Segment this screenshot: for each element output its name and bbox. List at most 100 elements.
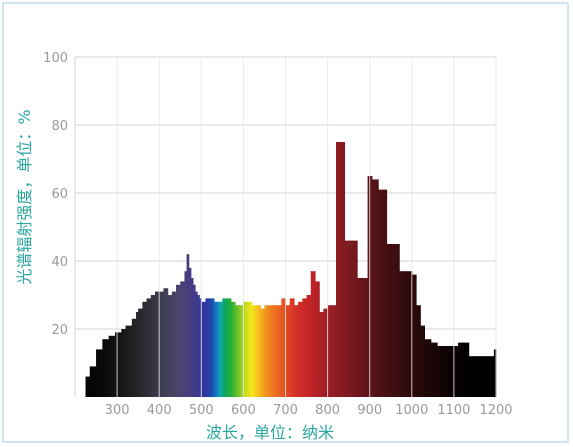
- spectrum-bar: [298, 301, 303, 397]
- spectrum-bar: [180, 281, 186, 397]
- spectrum-bar: [445, 346, 451, 397]
- spectrum-bar: [268, 305, 274, 397]
- spectrum-bar: [159, 291, 165, 397]
- spectrum-bar: [222, 298, 228, 397]
- spectrum-bar: [201, 301, 207, 397]
- spectrum-bar: [285, 305, 291, 397]
- x-tick-label: 600: [231, 403, 256, 418]
- spectrum-bar: [138, 308, 143, 397]
- spectrum-bar: [121, 329, 127, 397]
- spectrum-bar: [243, 301, 249, 397]
- spectrum-bar: [416, 305, 421, 397]
- spectrum-bar: [213, 301, 219, 397]
- spectrum-bars: [85, 142, 497, 397]
- x-tick-labels: 300 400 500 600 700 800 900 1000 1100 1200: [105, 403, 513, 418]
- y-axis-label: 光谱辐射强度，单位：%: [15, 109, 34, 284]
- spectrum-bar: [493, 349, 497, 397]
- spectrum-bar: [327, 305, 333, 397]
- spectrum-bar: [302, 298, 308, 397]
- spectrum-bar: [386, 244, 394, 397]
- spectrum-bar: [256, 305, 261, 397]
- spectrum-bar: [449, 346, 455, 397]
- spectrum-bar: [281, 298, 287, 397]
- spectrum-bar: [209, 298, 215, 397]
- spectrum-bar: [114, 332, 122, 397]
- spectrum-bar: [468, 356, 478, 397]
- x-axis-label: 波长，单位：纳米: [206, 423, 334, 442]
- spectrum-bar: [142, 301, 148, 397]
- spectrum-bar: [264, 305, 270, 397]
- spectrum-bar: [434, 342, 438, 397]
- spectrum-bar: [430, 342, 436, 397]
- spectrum-bar: [462, 342, 470, 397]
- spectrum-bar: [319, 312, 322, 397]
- spectrum-bar: [239, 305, 244, 397]
- spectrum-bar: [146, 298, 152, 397]
- spectrum-bar: [344, 240, 352, 397]
- spectrum-bar: [314, 281, 320, 397]
- x-tick-label: 1000: [395, 403, 428, 418]
- spectrum-bar: [167, 295, 173, 397]
- spectrum-bar: [277, 305, 282, 397]
- spectrum-bar: [293, 305, 299, 397]
- spectrum-bar: [125, 325, 133, 397]
- spectrum-bar: [136, 312, 139, 397]
- spectrum-bar: [194, 291, 198, 397]
- spectrum-bar: [247, 301, 253, 397]
- spectrum-bar: [403, 271, 413, 397]
- spectrum-bar: [150, 295, 156, 397]
- spectrum-bar: [382, 189, 388, 397]
- spectrum-bar: [289, 298, 295, 397]
- x-tick-label: 400: [147, 403, 172, 418]
- spectrum-bar: [184, 271, 188, 397]
- y-tick-label: 20: [51, 323, 68, 338]
- spectrum-bar: [331, 305, 337, 397]
- spectrum-bar: [321, 312, 324, 397]
- spectrum-bar: [453, 346, 459, 397]
- x-tick-label: 1100: [437, 403, 470, 418]
- spectrum-bar: [131, 318, 137, 397]
- spectrum-bar: [108, 335, 116, 397]
- spectrum-bar: [441, 346, 447, 397]
- spectrum-bar: [340, 142, 346, 397]
- spectrum-bar: [260, 308, 266, 397]
- spectrum-bar: [205, 298, 211, 397]
- spectrum-bar: [96, 349, 103, 397]
- x-tick-label: 1200: [479, 403, 512, 418]
- spectrum-bar: [371, 179, 379, 397]
- spectrum-bar: [176, 284, 181, 397]
- spectrum-bar: [424, 339, 432, 397]
- spectrum-bar: [411, 274, 417, 397]
- spectrum-bar: [234, 305, 240, 397]
- spectrum-bar: [218, 301, 223, 397]
- x-tick-label: 300: [105, 403, 130, 418]
- spectrum-bar: [357, 278, 362, 397]
- spectrum-bar: [85, 376, 91, 397]
- spectrum-bar: [420, 325, 426, 397]
- x-tick-label: 900: [357, 403, 382, 418]
- spectrum-bar: [361, 278, 369, 397]
- spectrum-bar: [230, 301, 236, 397]
- spectrum-bar: [477, 356, 487, 397]
- spectrum-bar: [199, 298, 202, 397]
- vertical-gridlines-overlay: [116, 57, 497, 397]
- spectrum-bar: [458, 342, 463, 397]
- x-tick-label: 500: [189, 403, 214, 418]
- y-tick-label: 60: [51, 187, 68, 202]
- spectrum-bar: [171, 291, 177, 397]
- spectrum-bar: [437, 346, 442, 397]
- spectrum-bar: [323, 308, 329, 397]
- spectrum-bar: [399, 271, 404, 397]
- y-tick-label: 40: [51, 255, 68, 270]
- spectrum-bar: [188, 267, 192, 397]
- spectrum-bar: [392, 244, 400, 397]
- x-tick-label: 800: [315, 403, 340, 418]
- spectrum-bar: [310, 271, 316, 397]
- spectrum-bar: [378, 189, 383, 397]
- spectrum-bar: [154, 291, 160, 397]
- spectrum-bar: [226, 298, 232, 397]
- spectrum-bar: [89, 366, 97, 397]
- spectrum-bar: [192, 284, 196, 397]
- spectrum-bar: [336, 142, 341, 397]
